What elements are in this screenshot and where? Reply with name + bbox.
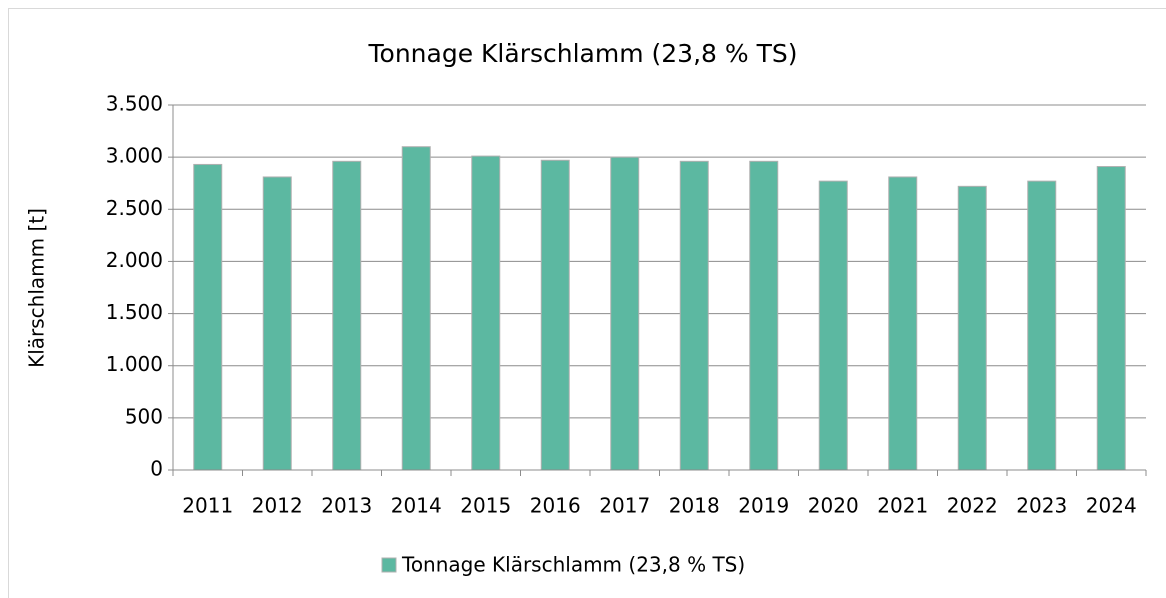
bar	[471, 155, 501, 471]
x-tick-label: 2024	[1086, 494, 1137, 518]
legend-swatch	[381, 557, 397, 573]
x-tick-label: 2015	[460, 494, 511, 518]
x-tick-label: 2018	[669, 494, 720, 518]
x-tick-label: 2011	[182, 494, 233, 518]
x-tick-label: 2019	[738, 494, 789, 518]
y-tick-label: 500	[125, 404, 163, 428]
x-tick-label: 2016	[530, 494, 581, 518]
bar	[679, 160, 709, 471]
chart-frame	[8, 8, 1166, 598]
x-tick-label: 2013	[321, 494, 372, 518]
bar	[888, 176, 918, 471]
x-tick-label: 2022	[947, 494, 998, 518]
y-tick-label: 2.500	[106, 196, 163, 220]
bar	[1027, 180, 1057, 471]
x-tick-label: 2023	[1016, 494, 1067, 518]
y-tick-label: 2.000	[106, 248, 163, 272]
bar	[262, 176, 292, 471]
x-tick-label: 2014	[391, 494, 442, 518]
y-tick-label: 1.500	[106, 300, 163, 324]
chart-title: Tonnage Klärschlamm (23,8 % TS)	[368, 39, 798, 68]
y-tick-label: 0	[150, 457, 163, 481]
y-axis-label: Klärschlamm [t]	[25, 208, 49, 368]
y-tick-label: 3.000	[106, 144, 163, 168]
bar	[749, 160, 779, 471]
bar	[957, 185, 987, 471]
legend-label: Tonnage Klärschlamm (23,8 % TS)	[401, 553, 745, 577]
bar	[332, 160, 362, 471]
bar	[1096, 166, 1126, 471]
bar	[401, 146, 431, 471]
y-tick-label: 3.500	[106, 92, 163, 116]
bar	[540, 159, 570, 471]
x-tick-label: 2021	[877, 494, 928, 518]
x-tick-label: 2020	[808, 494, 859, 518]
bar	[818, 180, 848, 471]
x-tick-label: 2017	[599, 494, 650, 518]
bar	[610, 156, 640, 471]
bar	[193, 163, 223, 471]
x-tick-label: 2012	[252, 494, 303, 518]
y-tick-label: 1.000	[106, 352, 163, 376]
